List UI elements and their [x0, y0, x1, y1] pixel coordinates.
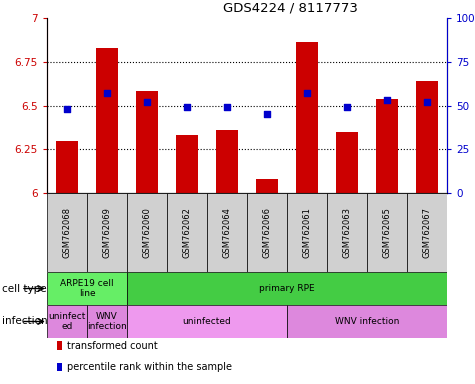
Text: GSM762067: GSM762067: [422, 207, 431, 258]
Bar: [47, 305, 87, 338]
Bar: [207, 193, 247, 272]
Text: primary RPE: primary RPE: [259, 284, 315, 293]
Bar: [407, 193, 447, 272]
Bar: [287, 305, 447, 338]
Bar: [47, 193, 87, 272]
Point: [263, 111, 271, 118]
Bar: [287, 193, 327, 272]
Text: GSM762063: GSM762063: [342, 207, 352, 258]
Bar: [127, 193, 167, 272]
Text: uninfect
ed: uninfect ed: [48, 312, 86, 331]
Text: cell type: cell type: [2, 283, 47, 293]
Text: GSM762061: GSM762061: [303, 207, 312, 258]
Point: [383, 97, 391, 103]
Point: [63, 106, 71, 112]
Bar: [367, 193, 407, 272]
Bar: [87, 305, 127, 338]
Bar: [136, 91, 158, 193]
Point: [223, 104, 231, 110]
Bar: [87, 193, 127, 272]
Point: [183, 104, 191, 110]
Text: transformed count: transformed count: [67, 341, 158, 351]
Bar: [127, 272, 447, 305]
Point: [143, 99, 151, 105]
Bar: [96, 48, 118, 193]
Bar: [296, 43, 318, 193]
Bar: [376, 99, 398, 193]
Bar: [176, 135, 198, 193]
Text: GSM762064: GSM762064: [222, 207, 231, 258]
Text: infection: infection: [2, 316, 48, 326]
Bar: [327, 193, 367, 272]
Bar: [47, 272, 127, 305]
Text: GSM762069: GSM762069: [103, 207, 112, 258]
Text: GSM762068: GSM762068: [63, 207, 72, 258]
Bar: [247, 193, 287, 272]
Text: GDS4224 / 8117773: GDS4224 / 8117773: [223, 1, 358, 14]
Text: GSM762062: GSM762062: [182, 207, 191, 258]
Text: uninfected: uninfected: [182, 317, 231, 326]
Point: [423, 99, 431, 105]
Text: WNV infection: WNV infection: [335, 317, 399, 326]
Text: WNV
infection: WNV infection: [87, 312, 127, 331]
Text: percentile rank within the sample: percentile rank within the sample: [67, 362, 232, 372]
Bar: [127, 305, 287, 338]
Bar: [336, 132, 358, 193]
Text: GSM762066: GSM762066: [263, 207, 272, 258]
Text: GSM762060: GSM762060: [142, 207, 152, 258]
Point: [103, 90, 111, 96]
Bar: [167, 193, 207, 272]
Bar: [56, 141, 78, 193]
Bar: [256, 179, 278, 193]
Bar: [216, 130, 238, 193]
Point: [303, 90, 311, 96]
Text: GSM762065: GSM762065: [382, 207, 391, 258]
Bar: [416, 81, 438, 193]
Point: [343, 104, 351, 110]
Text: ARPE19 cell
line: ARPE19 cell line: [60, 279, 114, 298]
